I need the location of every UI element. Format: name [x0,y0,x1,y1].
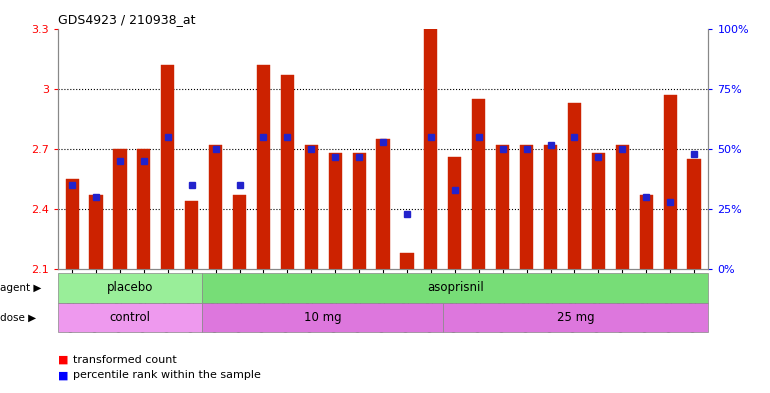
Bar [305,145,318,269]
Text: placebo: placebo [107,281,153,294]
Bar [496,145,509,269]
Text: control: control [109,311,151,324]
Bar [113,149,126,269]
Bar [592,153,605,269]
Bar [353,153,366,269]
Text: ■: ■ [58,354,69,365]
Bar [520,145,533,269]
Bar [616,145,629,269]
Text: 25 mg: 25 mg [557,311,594,324]
Text: agent ▶: agent ▶ [0,283,42,293]
Text: asoprisnil: asoprisnil [427,281,484,294]
Bar [257,65,270,269]
Bar [185,201,199,269]
Bar [400,253,413,269]
Bar [281,75,294,269]
Bar [424,24,437,269]
Bar [137,149,150,269]
Bar [65,179,79,269]
Bar [567,103,581,269]
Text: GDS4923 / 210938_at: GDS4923 / 210938_at [58,13,196,26]
Bar [544,145,557,269]
Text: transformed count: transformed count [73,354,177,365]
Bar [209,145,223,269]
Bar [161,65,174,269]
Bar [472,99,485,269]
Bar [89,195,102,269]
Bar [233,195,246,269]
Text: dose ▶: dose ▶ [0,312,36,322]
Bar [688,159,701,269]
Text: 10 mg: 10 mg [304,311,342,324]
Text: ■: ■ [58,370,69,380]
Bar [377,140,390,269]
Text: percentile rank within the sample: percentile rank within the sample [73,370,261,380]
Bar [329,153,342,269]
Bar [448,157,461,269]
Bar [664,95,677,269]
Bar [640,195,653,269]
